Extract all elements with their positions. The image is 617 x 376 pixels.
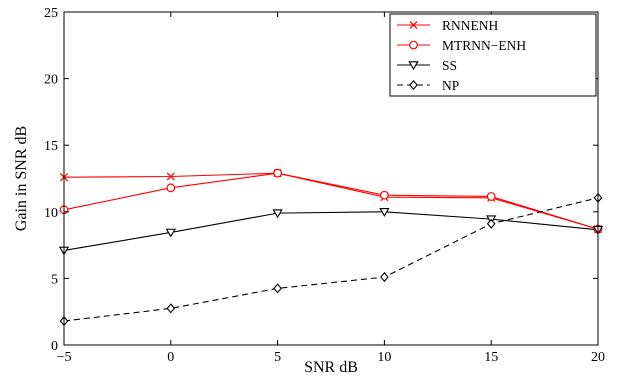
series-0 — [59, 169, 603, 234]
legend-label: RNNENH — [442, 18, 498, 33]
legend-label: NP — [442, 78, 459, 93]
x-axis-label: SNR dB — [304, 359, 358, 376]
x-tick-label: 5 — [274, 350, 281, 365]
series-3 — [59, 192, 603, 327]
data-point — [165, 228, 176, 238]
x-tick-label: −5 — [57, 350, 72, 365]
plot-frame — [63, 11, 599, 346]
data-point — [273, 168, 283, 178]
y-tick-label: 10 — [44, 206, 58, 221]
data-point — [380, 190, 389, 200]
legend-marker — [409, 79, 418, 91]
legend: RNNENH MTRNN−ENH SS NP — [389, 13, 597, 97]
legend-label: MTRNN−ENH — [442, 38, 526, 53]
legend-item: SS — [397, 58, 457, 73]
legend-label: SS — [442, 58, 457, 73]
y-tick-label: 5 — [51, 272, 58, 287]
legend-box — [389, 13, 597, 97]
legend-item: NP — [397, 78, 459, 93]
series-line — [63, 197, 599, 322]
legend-marker — [409, 20, 418, 30]
data-point — [273, 283, 282, 294]
plot-marks — [58, 168, 604, 327]
x-tick-label: 20 — [591, 350, 605, 365]
y-axis-label: Gain in SNR dB — [13, 126, 30, 231]
series-line — [63, 172, 599, 230]
x-tick-label: 10 — [377, 350, 391, 365]
legend-item: MTRNN−ENH — [397, 38, 526, 53]
y-tick-label: 25 — [44, 6, 58, 21]
data-point — [166, 303, 176, 314]
legend-item: RNNENH — [397, 18, 498, 33]
y-tick-label: 0 — [51, 339, 58, 354]
data-point — [486, 218, 496, 229]
data-point — [486, 192, 496, 201]
y-tick-label: 15 — [44, 139, 58, 154]
data-point — [379, 208, 390, 217]
x-tick-label: 0 — [167, 350, 174, 365]
data-point — [166, 183, 176, 193]
series-2 — [58, 208, 604, 256]
series-line — [63, 211, 599, 251]
series-line — [63, 172, 599, 230]
legend-marker — [408, 61, 419, 71]
y-tick-label: 20 — [44, 73, 58, 88]
data-point — [272, 209, 283, 219]
legend-marker — [409, 40, 418, 50]
data-point — [380, 272, 389, 283]
x-tick-label: 15 — [484, 350, 498, 365]
data-point — [166, 172, 175, 181]
series-1 — [59, 168, 603, 234]
